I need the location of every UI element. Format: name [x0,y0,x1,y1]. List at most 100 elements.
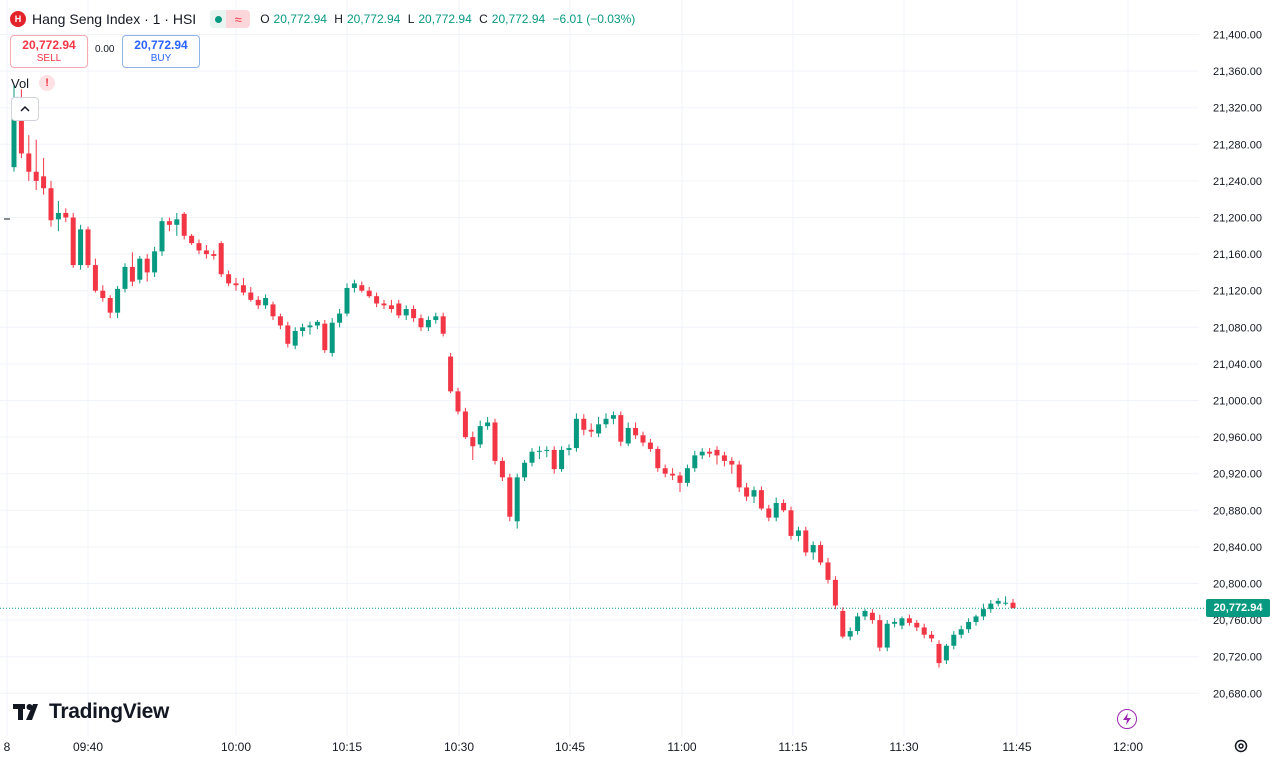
up-candle-body [11,98,17,168]
candle [699,448,705,460]
candle [618,411,624,447]
candle [107,295,113,319]
down-candle-body [507,477,513,517]
candle [966,618,972,633]
candle [174,212,180,236]
down-candle-body [929,634,935,639]
up-candle-body [314,321,320,326]
ohlc-close-value: 20,772.94 [491,12,546,26]
chart-settings-button[interactable] [1232,737,1250,755]
up-candle-body [292,330,298,346]
candle [766,504,772,522]
candle [462,407,468,439]
candle [914,620,920,632]
candle [233,277,239,291]
candle [995,598,1001,607]
candle [559,446,565,472]
time-tick-label: 11:00 [667,740,696,754]
candle [248,287,254,302]
ohlc-values: O 20,772.94 H 20,772.94 L 20,772.94 C 20,772… [260,12,639,26]
price-tick-label: 21,240.00 [1213,176,1262,188]
candle [218,241,224,277]
down-candle-body [581,418,587,430]
candle [63,208,69,223]
up-candle-body [559,449,565,470]
symbol-legend: H Hang Seng Index · 1 · HSI ≈ O 20,772.94… [10,9,639,29]
up-candle-body [263,298,269,306]
price-tick-label: 21,080.00 [1213,322,1262,334]
up-candle-body [892,621,898,624]
candle [203,244,209,259]
down-candle-body [240,285,246,293]
candle [181,212,187,240]
lightning-bolt-button[interactable] [1117,709,1137,729]
down-candle-body [166,221,172,225]
candle [418,314,424,331]
up-candle-body [337,313,343,323]
candle [662,464,668,478]
time-scale[interactable]: 8 09:40 10:00 10:15 10:30 10:45 11:00 11:15 11:3… [4,740,1144,754]
volume-indicator-legend[interactable]: Vol ! [11,75,56,91]
collapse-legend-button[interactable] [11,97,39,121]
down-candle-body [144,258,150,273]
up-candle-body [174,219,180,225]
candle [633,422,639,439]
up-candle-body [300,327,306,331]
hsi-logo-icon: H [10,11,26,27]
up-candle-body [529,451,535,463]
down-candle-body [277,316,283,326]
down-candle-body [825,562,831,580]
down-candle-body [736,464,742,488]
buy-button[interactable]: 20,772.94 BUY [122,35,200,68]
up-candle-body [951,634,957,646]
time-tick-label: 12:00 [1113,740,1143,754]
candle [507,473,513,522]
up-candle-body [625,427,631,444]
price-tick-label: 20,920.00 [1213,469,1262,481]
candle [492,418,498,465]
down-candle-body [677,475,683,483]
candle [196,239,202,255]
candle [899,616,905,630]
symbol-title[interactable]: Hang Seng Index · 1 · HSI [32,11,197,27]
down-candle-body [707,451,713,454]
chevron-up-icon [20,103,30,115]
sell-button[interactable]: 20,772.94 SELL [10,35,88,68]
candle [529,448,535,467]
candle [359,281,365,293]
time-tick-label: 09:40 [73,740,103,754]
candle [499,457,505,482]
up-candle-body [55,212,61,220]
candle [936,640,942,668]
up-candle-body [522,462,528,478]
down-candle-body [721,455,727,461]
candle [980,603,986,621]
candle [877,614,883,652]
candle [803,526,809,557]
up-candle-body [351,283,357,288]
down-candle-body [396,303,402,316]
price-tick-label: 20,800.00 [1213,579,1262,591]
down-candle-body [33,171,39,181]
candle [255,296,261,309]
candle [788,506,794,540]
time-tick-label: 10:15 [332,740,362,754]
candle [758,486,764,511]
price-scale[interactable]: 21,400.00 21,360.00 21,320.00 21,280.00 21,2… [1213,30,1262,701]
down-candle-body [832,579,838,606]
grid-lines [0,0,1199,736]
candle [337,309,343,328]
buy-label: BUY [150,52,172,64]
down-candle-body [640,435,646,443]
down-candle-body [1010,602,1016,609]
up-candle-body [610,415,616,419]
tradingview-wordmark: TradingView [49,700,170,723]
market-status[interactable]: ≈ [210,10,251,28]
up-candle-body [966,621,972,630]
candle [240,277,246,296]
tradingview-logo[interactable]: TradingView [13,700,169,724]
warning-icon[interactable]: ! [39,75,56,91]
price-tick-label: 21,000.00 [1213,396,1262,408]
